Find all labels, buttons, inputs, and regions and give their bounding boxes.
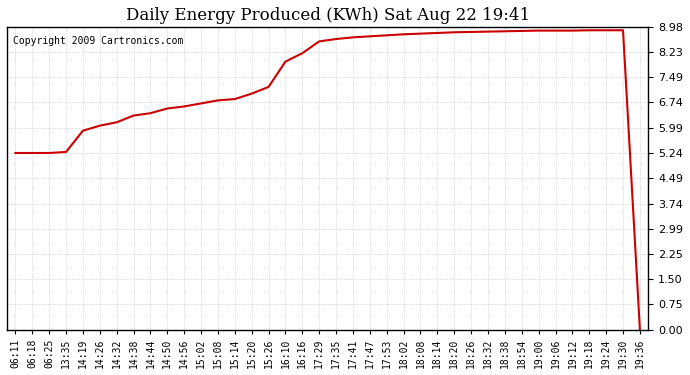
Title: Daily Energy Produced (KWh) Sat Aug 22 19:41: Daily Energy Produced (KWh) Sat Aug 22 1… [126, 7, 530, 24]
Text: Copyright 2009 Cartronics.com: Copyright 2009 Cartronics.com [13, 36, 184, 46]
